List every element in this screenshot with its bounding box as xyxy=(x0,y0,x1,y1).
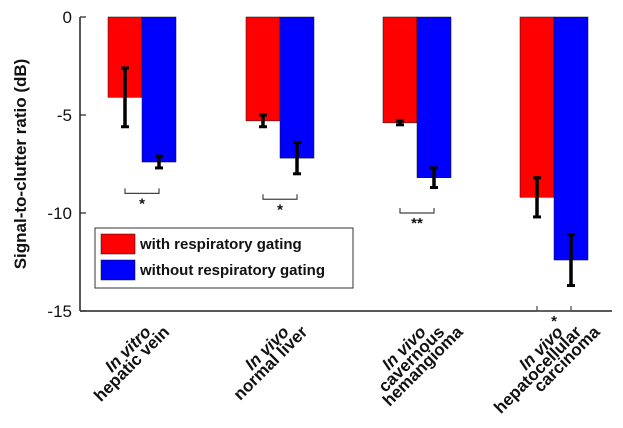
legend-swatch xyxy=(100,259,136,281)
significance-bracket xyxy=(536,306,572,312)
legend-swatch xyxy=(100,233,136,255)
y-tick-label: 0 xyxy=(63,8,72,27)
bar-with-gating-3 xyxy=(519,16,555,198)
significance-markers: * **** xyxy=(124,188,572,330)
legend: with respiratory gating without respirato… xyxy=(94,227,354,289)
y-tick-label: -15 xyxy=(47,302,72,321)
bar-without-gating-0 xyxy=(141,16,177,163)
y-tick-label: -5 xyxy=(57,106,72,125)
bar-without-gating-2 xyxy=(416,16,452,178)
bars xyxy=(107,16,589,261)
legend-entry: without respiratory gating xyxy=(139,262,325,279)
bar-without-gating-3 xyxy=(553,16,589,261)
error-bars xyxy=(121,66,575,288)
y-axis-label: Signal-to-clutter ratio (dB) xyxy=(11,59,30,270)
bar-with-gating-2 xyxy=(382,16,418,124)
significance-bracket xyxy=(399,208,435,214)
significance-marker: * xyxy=(277,201,283,218)
category-label-line: hepatocellular xyxy=(490,322,585,417)
legend-entry: with respiratory gating xyxy=(139,236,302,253)
significance-bracket xyxy=(262,194,298,200)
bar-without-gating-1 xyxy=(279,16,315,159)
significance-bracket xyxy=(124,188,160,194)
bar-with-gating-1 xyxy=(245,16,281,122)
y-tick-label: -10 xyxy=(47,204,72,223)
legend-box xyxy=(94,227,354,289)
significance-marker: ** xyxy=(411,215,423,232)
axes: 0 -5 -10 -15 Signal-to-clutter ratio (dB) xyxy=(11,8,612,321)
significance-marker: * xyxy=(139,195,145,212)
significance-marker: * xyxy=(551,313,557,330)
